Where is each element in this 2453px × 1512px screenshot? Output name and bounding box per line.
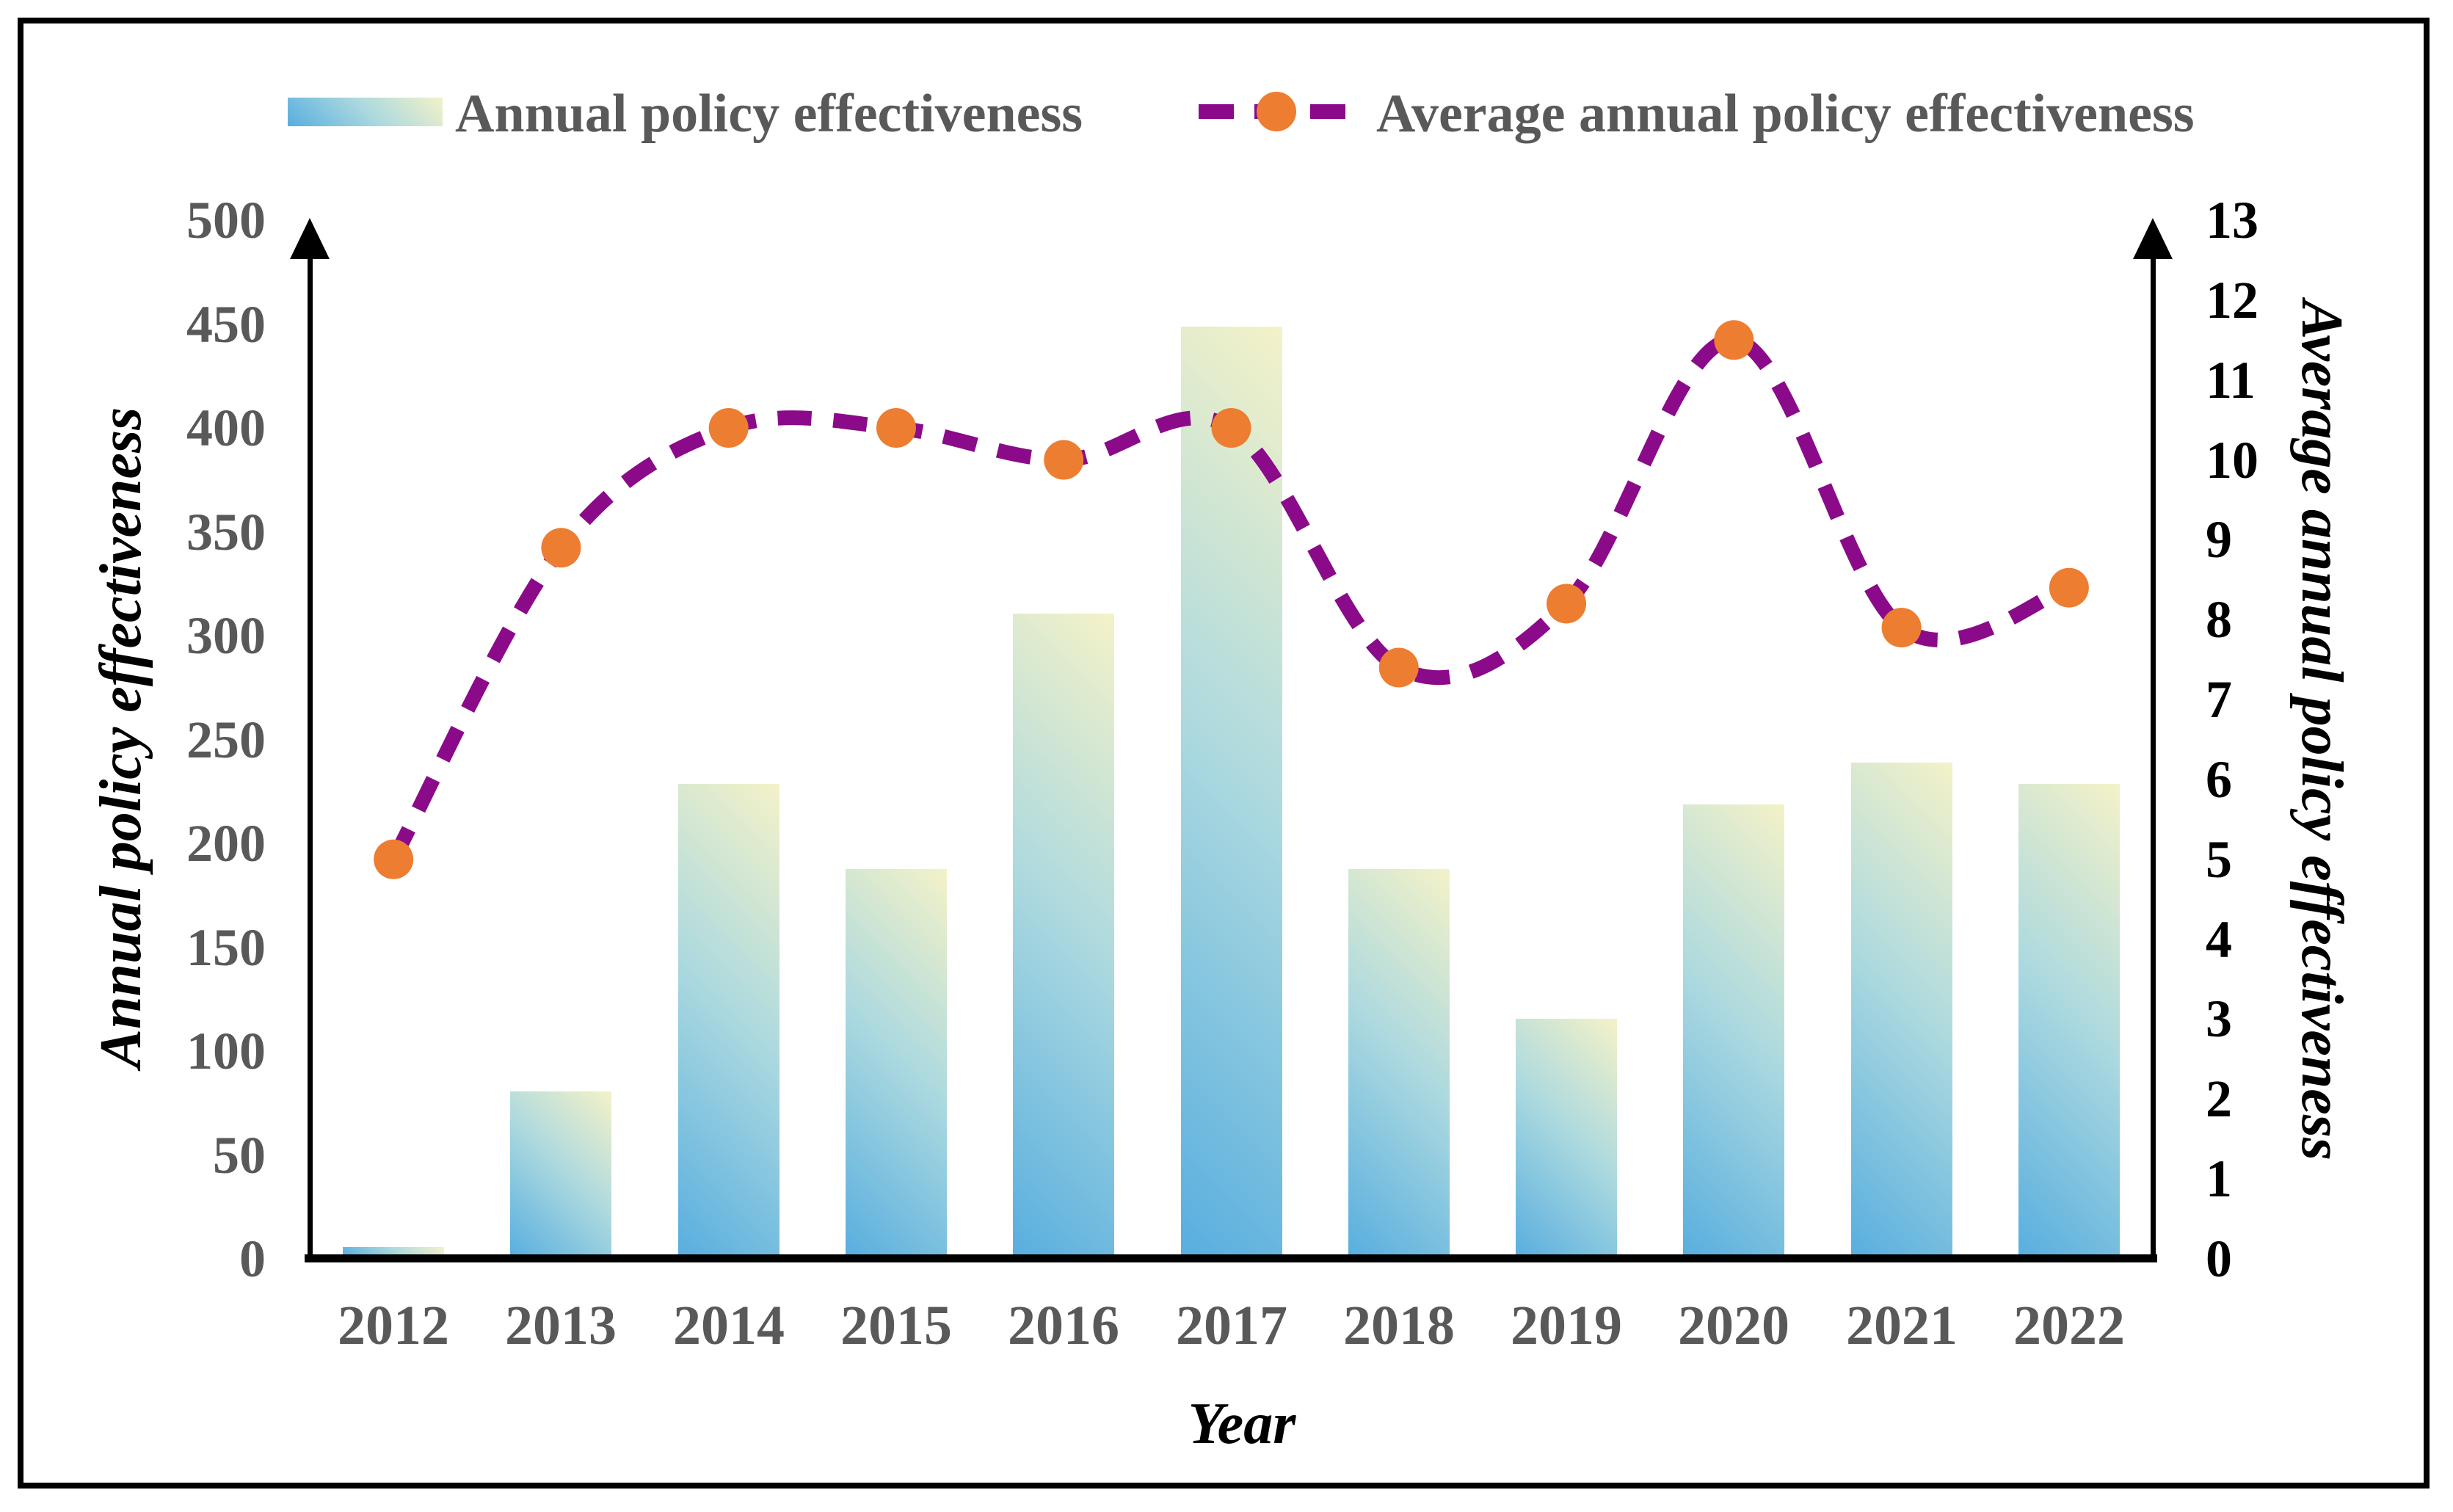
right-tick-label: 3 (2206, 989, 2232, 1049)
left-tick-label: 100 (186, 1022, 266, 1080)
left-axis-title: Annual policy effectiveness (89, 407, 153, 1069)
line-marker-2022 (2049, 567, 2089, 608)
left-tick-label: 250 (186, 710, 266, 769)
x-tick-label-2015: 2015 (840, 1295, 952, 1356)
x-tick-label-2017: 2017 (1176, 1295, 1287, 1356)
line-marker-2018 (1378, 647, 1419, 688)
right-tick-label: 5 (2206, 829, 2232, 889)
bar-2014 (678, 784, 779, 1257)
average-line-path (387, 332, 2071, 863)
line-marker-2014 (708, 408, 749, 448)
left-tick-label: 300 (186, 606, 266, 665)
right-tick-label: 10 (2206, 430, 2258, 490)
line-marker-2016 (1044, 440, 1084, 480)
left-tick-label: 0 (239, 1229, 266, 1288)
line-marker-2013 (541, 528, 581, 568)
line-marker-2019 (1547, 584, 1587, 624)
x-tick-label-2013: 2013 (505, 1295, 617, 1356)
right-y-axis-line (2151, 246, 2156, 1260)
left-tick-label: 500 (186, 191, 266, 250)
right-tick-label: 8 (2206, 590, 2232, 650)
right-tick-label: 0 (2206, 1229, 2232, 1288)
left-tick-label: 150 (186, 917, 266, 977)
right-tick-label: 11 (2206, 350, 2256, 410)
x-tick-label-2012: 2012 (338, 1295, 449, 1356)
x-axis-line (305, 1254, 2157, 1262)
x-axis-title: Year (1188, 1392, 1296, 1456)
bar-2018 (1348, 869, 1450, 1257)
left-tick-label: 50 (213, 1125, 266, 1185)
x-tick-label-2022: 2022 (2013, 1295, 2125, 1356)
right-y-axis-arrow-icon (2133, 218, 2173, 259)
bar-2015 (846, 869, 947, 1257)
left-tick-label: 200 (186, 814, 266, 873)
left-tick-label: 350 (186, 502, 266, 561)
right-tick-label: 1 (2206, 1149, 2232, 1209)
x-tick-label-2014: 2014 (673, 1295, 785, 1356)
x-tick-label-2018: 2018 (1343, 1295, 1455, 1356)
right-tick-label: 4 (2206, 909, 2232, 969)
line-marker-2021 (1881, 608, 1922, 648)
bar-2020 (1683, 804, 1784, 1257)
x-tick-label-2019: 2019 (1511, 1295, 1622, 1356)
right-tick-label: 13 (2206, 191, 2258, 250)
bar-2022 (2018, 784, 2120, 1257)
x-tick-label-2021: 2021 (1846, 1295, 1958, 1356)
right-tick-label: 7 (2206, 670, 2232, 730)
x-tick-label-2020: 2020 (1678, 1295, 1789, 1356)
legend-bar-swatch-icon (288, 98, 443, 126)
line-marker-2020 (1714, 320, 1754, 360)
bar-2019 (1516, 1019, 1617, 1257)
bar-2017 (1181, 327, 1282, 1257)
bar-2013 (510, 1091, 611, 1257)
line-marker-2017 (1211, 408, 1251, 448)
right-tick-label: 6 (2206, 749, 2232, 809)
legend-label-line: Average annual policy effectiveness (1376, 84, 2195, 144)
right-tick-label: 2 (2206, 1069, 2232, 1129)
right-tick-label: 12 (2206, 270, 2258, 330)
legend-circle-marker-icon (1257, 92, 1296, 131)
x-tick-label-2016: 2016 (1008, 1295, 1119, 1356)
right-axis-title: Average annual policy effectiveness (2289, 299, 2354, 1161)
line-marker-2015 (876, 408, 916, 448)
legend-label-bars: Annual policy effectiveness (455, 84, 1083, 144)
figure-border-frame (18, 18, 2430, 1489)
right-tick-label: 9 (2206, 510, 2232, 570)
left-y-axis-arrow-icon (290, 218, 330, 259)
left-tick-label: 450 (186, 294, 266, 354)
bar-2016 (1013, 614, 1114, 1257)
left-tick-label: 400 (186, 399, 266, 457)
line-marker-2012 (374, 839, 414, 879)
bar-2021 (1851, 763, 1952, 1257)
left-y-axis-line (308, 246, 313, 1260)
